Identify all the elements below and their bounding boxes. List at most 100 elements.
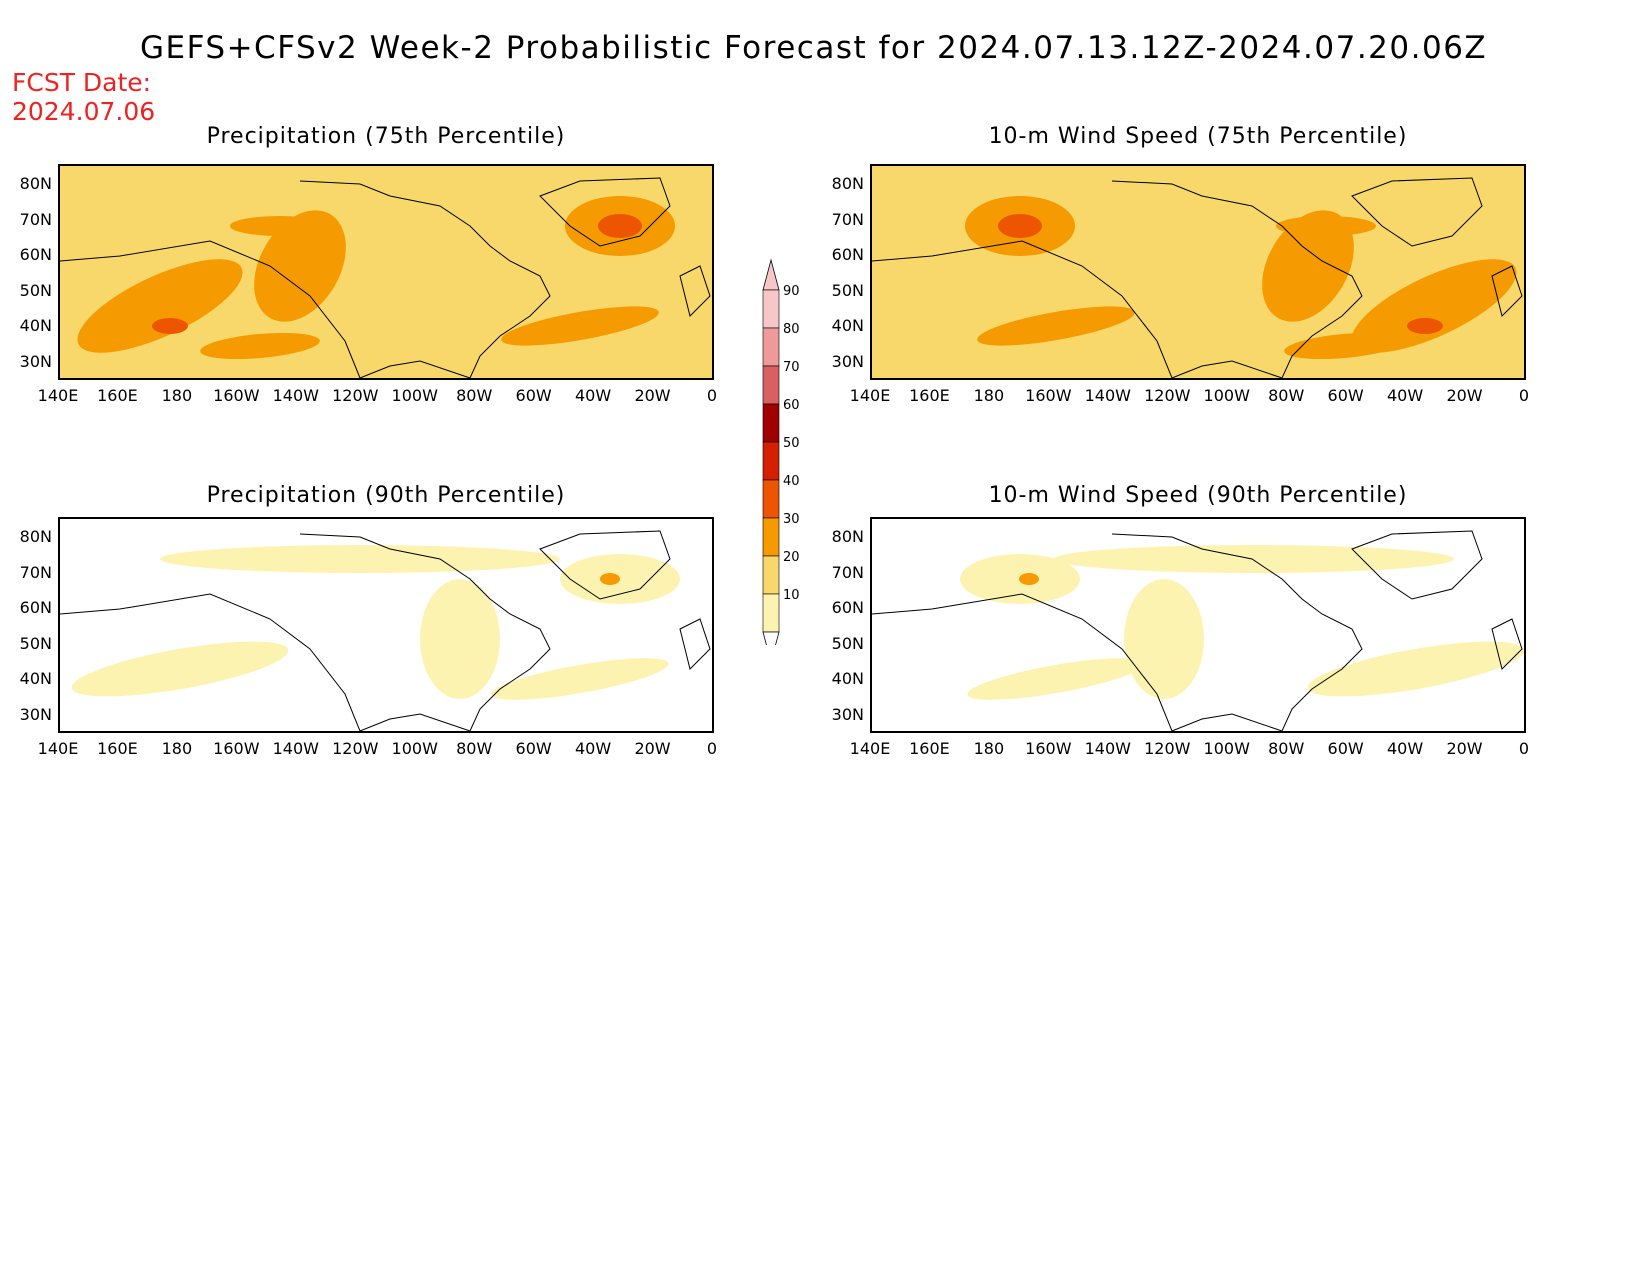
colorbar-swatch <box>762 327 780 367</box>
probability-contour <box>77 259 243 353</box>
probability-contour <box>501 306 659 346</box>
colorbar: 90 80 70 60 50 40 30 20 10 <box>762 258 800 645</box>
lon-label: 80W <box>456 386 493 405</box>
lon-label: 180 <box>973 739 1005 758</box>
probability-contour <box>160 545 560 573</box>
probability-contour <box>598 214 642 238</box>
forecast-date-value: 2024.07.06 <box>12 97 156 126</box>
map-precip-75 <box>58 164 714 380</box>
probability-contour <box>1307 641 1524 697</box>
colorbar-label: 90 <box>783 284 800 299</box>
colorbar-swatch <box>762 555 780 595</box>
probability-contour <box>1276 216 1376 236</box>
colorbar-label: 50 <box>783 436 800 451</box>
probability-contour <box>600 573 620 585</box>
lon-label: 0 <box>706 739 718 758</box>
colorbar-swatch <box>762 403 780 443</box>
probability-contour <box>998 214 1042 238</box>
colorbar-swatch <box>762 593 780 633</box>
colorbar-label: 30 <box>783 512 800 527</box>
probability-contour <box>200 332 320 360</box>
colorbar-label: 60 <box>783 398 800 413</box>
lat-label: 30N <box>19 705 52 724</box>
colorbar-label: 10 <box>783 588 800 603</box>
probability-contour <box>967 658 1145 700</box>
lat-label: 40N <box>19 669 52 688</box>
lon-label: 120W <box>1144 386 1191 405</box>
map-background <box>872 166 1524 378</box>
lon-label: 160W <box>213 739 260 758</box>
lon-label: 60W <box>1327 739 1364 758</box>
probability-contour <box>1351 259 1517 353</box>
probability-contour <box>420 579 500 699</box>
lon-label: 40W <box>1386 386 1424 405</box>
lon-label: 140E <box>849 386 891 405</box>
lon-label: 140W <box>1084 739 1131 758</box>
lat-label: 60N <box>19 598 52 617</box>
lon-label: 120W <box>332 386 379 405</box>
map-precip-90 <box>58 517 714 733</box>
probability-contour <box>1407 318 1443 334</box>
probability-contour <box>1054 545 1454 573</box>
probability-contour <box>1124 579 1204 699</box>
lon-label: 160W <box>213 386 260 405</box>
probability-contour <box>230 216 330 236</box>
colorbar-top-arrow <box>762 258 780 291</box>
colorbar-bottom-arrow <box>762 631 780 645</box>
lon-label: 60W <box>1327 386 1364 405</box>
map-wind-90 <box>870 517 1526 733</box>
lon-label: 180 <box>161 739 193 758</box>
lon-label: 140W <box>272 739 319 758</box>
lon-label: 0 <box>1518 739 1530 758</box>
lon-label: 120W <box>1144 739 1191 758</box>
lat-label: 40N <box>19 316 52 335</box>
lon-label: 140E <box>849 739 891 758</box>
lat-label: 70N <box>831 563 864 582</box>
lat-label: 40N <box>831 316 864 335</box>
probability-contour <box>491 658 669 700</box>
lon-label: 100W <box>391 739 438 758</box>
lon-label: 60W <box>515 739 552 758</box>
map-wind-75 <box>870 164 1526 380</box>
probability-contour <box>152 318 188 334</box>
map-field <box>60 166 712 378</box>
lat-label: 40N <box>831 669 864 688</box>
probability-contour <box>977 306 1135 346</box>
lon-label: 0 <box>1518 386 1530 405</box>
probability-contour <box>71 641 289 697</box>
coastline <box>60 177 711 378</box>
lat-label: 50N <box>831 634 864 653</box>
lat-label: 80N <box>19 174 52 193</box>
lon-label: 0 <box>706 386 718 405</box>
map-field <box>60 519 712 731</box>
lon-label: 40W <box>574 739 612 758</box>
panel-title-wind-90: 10-m Wind Speed (90th Percentile) <box>988 483 1408 508</box>
lat-label: 60N <box>19 245 52 264</box>
lat-label: 30N <box>831 352 864 371</box>
lat-label: 80N <box>831 527 864 546</box>
lon-label: 140E <box>37 386 79 405</box>
lat-label: 60N <box>831 245 864 264</box>
lat-label: 70N <box>831 210 864 229</box>
lon-label: 160E <box>97 386 138 405</box>
panel-title-precip-75: Precipitation (75th Percentile) <box>206 124 566 149</box>
lon-label: 40W <box>1386 739 1424 758</box>
colorbar-label: 20 <box>783 550 800 565</box>
lon-label: 120W <box>332 739 379 758</box>
lat-label: 70N <box>19 210 52 229</box>
lat-label: 70N <box>19 563 52 582</box>
probability-contour <box>1284 332 1404 360</box>
map-field <box>872 519 1524 731</box>
lon-label: 160W <box>1025 386 1072 405</box>
lon-label: 20W <box>634 739 671 758</box>
lon-label: 180 <box>973 386 1005 405</box>
forecast-date-block: FCST Date: 2024.07.06 <box>12 68 155 126</box>
lon-label: 60W <box>515 386 552 405</box>
lon-label: 40W <box>574 386 612 405</box>
lat-label: 50N <box>19 281 52 300</box>
colorbar-label: 80 <box>783 322 800 337</box>
lat-label: 50N <box>19 634 52 653</box>
coastline <box>872 530 1523 731</box>
probability-contour <box>254 210 346 322</box>
lon-label: 80W <box>1268 739 1305 758</box>
